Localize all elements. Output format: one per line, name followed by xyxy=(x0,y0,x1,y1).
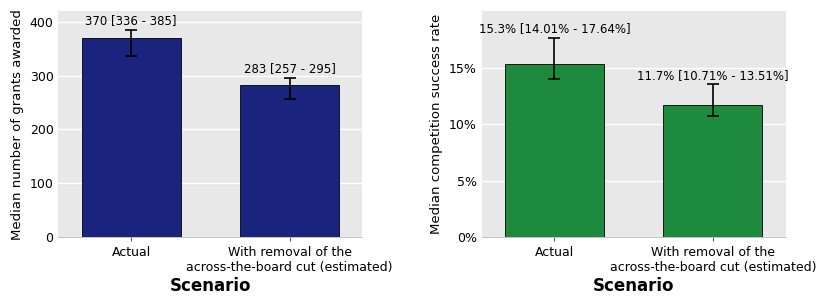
Bar xyxy=(81,38,181,237)
X-axis label: Scenario: Scenario xyxy=(169,277,251,295)
Text: 283 [257 - 295]: 283 [257 - 295] xyxy=(244,62,335,75)
Y-axis label: Median competition success rate: Median competition success rate xyxy=(431,14,443,234)
Text: 11.7% [10.71% - 13.51%]: 11.7% [10.71% - 13.51%] xyxy=(637,69,788,82)
Y-axis label: Median number of grants awarded: Median number of grants awarded xyxy=(11,9,24,240)
Bar xyxy=(240,85,339,237)
Text: 370 [336 - 385]: 370 [336 - 385] xyxy=(85,14,177,27)
Text: 15.3% [14.01% - 17.64%]: 15.3% [14.01% - 17.64%] xyxy=(479,23,630,35)
X-axis label: Scenario: Scenario xyxy=(593,277,674,295)
Bar xyxy=(663,105,763,237)
Bar xyxy=(505,64,604,237)
